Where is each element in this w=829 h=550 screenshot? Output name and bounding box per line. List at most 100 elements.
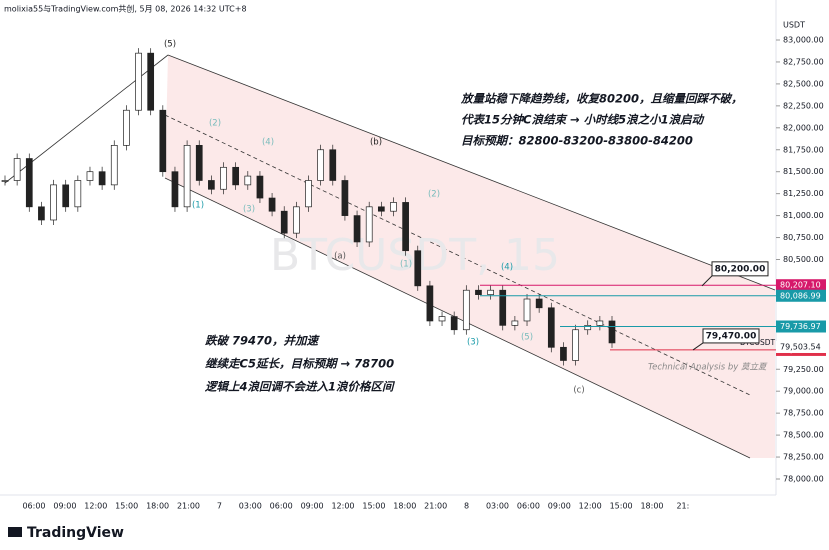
- time-label: 21:00: [424, 502, 447, 511]
- time-label: 15:00: [362, 502, 385, 511]
- candle: [232, 166, 240, 186]
- time-label: 09:00: [53, 502, 76, 511]
- price-tag-label: 80,207.10: [780, 281, 821, 290]
- candle: [584, 325, 592, 331]
- candle: [402, 202, 409, 252]
- candle: [135, 52, 142, 111]
- candle: [293, 206, 300, 234]
- channel-upper: [167, 54, 776, 291]
- price-tag: [776, 320, 826, 333]
- time-label: 21:: [676, 502, 689, 511]
- price-tick-label: 79,250.00: [783, 365, 824, 374]
- price-tick-label: 82,500.00: [783, 79, 824, 88]
- price-tick-label: 81,000.00: [783, 211, 824, 220]
- callout-label: 79,470.00: [706, 331, 757, 341]
- callout-pointer: [692, 342, 704, 351]
- candle: [195, 145, 203, 181]
- candle: [329, 149, 337, 181]
- callout-label: 80,200.00: [715, 264, 766, 274]
- time-label: 06:00: [22, 502, 45, 511]
- candle: [13, 158, 21, 181]
- price-tick-label: 80,500.00: [783, 255, 824, 264]
- time-label: 03:00: [239, 502, 262, 511]
- wave-label: (b): [370, 138, 382, 148]
- candle: [535, 298, 543, 309]
- price-tag-label: 79,736.97: [780, 322, 821, 331]
- credit: Technical Analysis by 莫立夏: [648, 362, 768, 373]
- candle: [560, 346, 567, 361]
- candle: [208, 180, 215, 190]
- time-label: 03:00: [486, 502, 509, 511]
- candle: [86, 171, 94, 181]
- candle: [268, 197, 276, 212]
- candle: [244, 175, 252, 186]
- header: molixia55与TradingView.com共创, 5月 08, 2026…: [4, 4, 247, 14]
- candle: [365, 206, 373, 243]
- note-text: 放量站稳下降趋势线，收复80200，且缩量回踩不破，: [460, 92, 743, 106]
- price-tick-label: 78,750.00: [783, 409, 824, 418]
- time-label: 12:00: [331, 502, 354, 511]
- wave-label: (3): [467, 338, 479, 348]
- candle: [390, 202, 397, 212]
- note-text: 逻辑上4浪回调不会进入1浪价格区间: [204, 380, 396, 394]
- time-label: 12:00: [579, 502, 602, 511]
- price-tick-label: 81,500.00: [783, 167, 824, 176]
- note-text: 目标预期：82800-83200-83800-84200: [461, 134, 693, 148]
- annotations: 放量站稳下降趋势线，收复80200，且缩量回踩不破， 代表15分钟C浪结束 → 小…: [204, 92, 743, 394]
- wave-label: (1): [192, 201, 204, 211]
- candle: [438, 316, 446, 322]
- candle: [572, 329, 579, 361]
- candle: [414, 250, 422, 287]
- wave-label: (2): [428, 190, 440, 200]
- time-label: 15:00: [610, 502, 633, 511]
- candle: [499, 289, 507, 326]
- candle: [426, 285, 434, 322]
- callout-box: [711, 261, 769, 277]
- price-tick-label: 80,750.00: [783, 233, 824, 242]
- candle: [305, 180, 312, 208]
- candle: [147, 52, 155, 111]
- candle: [341, 180, 349, 216]
- candle: [25, 158, 33, 208]
- time-label: 18:00: [640, 502, 663, 511]
- time-label: 21:00: [177, 502, 200, 511]
- price-tag: [776, 289, 826, 302]
- candle: [171, 171, 179, 208]
- candle: [353, 215, 361, 243]
- wave-label: (4): [501, 263, 513, 273]
- candle: [50, 184, 57, 221]
- note-text: 继续走C5延长，目标预期 → 78700: [205, 357, 394, 371]
- price-tag: [776, 279, 826, 292]
- candle: [62, 184, 70, 208]
- wave-label: (1): [400, 260, 412, 270]
- time-label: 12:00: [84, 502, 107, 511]
- price-tick-label: 78,500.00: [783, 431, 824, 440]
- callout-box: [702, 328, 760, 344]
- price-tick-label: 82,000.00: [783, 123, 824, 132]
- candle: [475, 289, 482, 295]
- time-label: 06:00: [270, 502, 293, 511]
- candle: [256, 175, 264, 199]
- wave-label: (3): [243, 205, 255, 215]
- candle: [462, 289, 470, 331]
- wave-label: (2): [209, 119, 221, 129]
- candle: [123, 109, 130, 146]
- candle: [38, 206, 45, 221]
- candle: [74, 180, 82, 208]
- price-tick-label: 78,000.00: [783, 475, 824, 484]
- price-tag-label: 80,086.99: [780, 291, 821, 300]
- price-tick-label: 79,000.00: [783, 387, 824, 396]
- candle: [450, 316, 458, 331]
- price-tick-label: 82,750.00: [783, 57, 824, 66]
- price-tick-label: 81,250.00: [783, 189, 824, 198]
- candle: [596, 320, 604, 326]
- time-label: 7: [217, 502, 222, 511]
- channel-mid: [164, 114, 751, 396]
- candle: [159, 109, 167, 173]
- logo: TradingView: [8, 525, 124, 541]
- candle: [280, 210, 288, 234]
- price-tick-label: 83,000.00: [783, 36, 824, 45]
- price-tick-label: 81,750.00: [783, 145, 824, 154]
- currency: USDT: [783, 21, 805, 30]
